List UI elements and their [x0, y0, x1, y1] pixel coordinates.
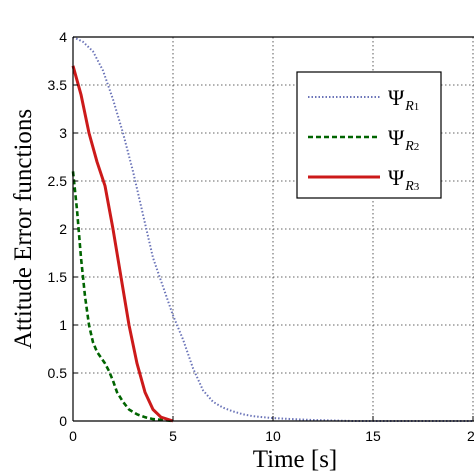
- x-tick-label: 15: [365, 428, 381, 444]
- x-tick-label: 5: [169, 428, 177, 444]
- series-line-r1: [72, 36, 473, 422]
- series-line-r3: [71, 65, 174, 423]
- grid: [73, 37, 474, 421]
- legend-box: [296, 71, 442, 199]
- series-line-r2: [71, 171, 174, 423]
- y-tick-label: 3: [59, 125, 67, 141]
- y-tick-label: 0.5: [48, 365, 68, 381]
- y-tick-label: 0: [59, 413, 67, 429]
- y-axis-title: Attitude Error functions: [10, 109, 37, 349]
- y-tick-label: 4: [59, 29, 67, 45]
- x-tick-label: 10: [265, 428, 281, 444]
- y-tick-label: 2.5: [48, 173, 68, 189]
- series-layer: [71, 36, 473, 423]
- y-tick-label: 2: [59, 221, 67, 237]
- y-tick-label: 1.5: [48, 269, 68, 285]
- ticks: 0 0.5 1 1.5 2 2.5 3 3.5 4 0 5 10 15 2: [48, 29, 474, 444]
- y-tick-label: 1: [59, 317, 67, 333]
- y-tick-label: 3.5: [48, 77, 68, 93]
- x-tick-label: 2: [467, 428, 474, 444]
- x-tick-label: 0: [69, 428, 77, 444]
- x-axis-title: Time [s]: [253, 446, 338, 473]
